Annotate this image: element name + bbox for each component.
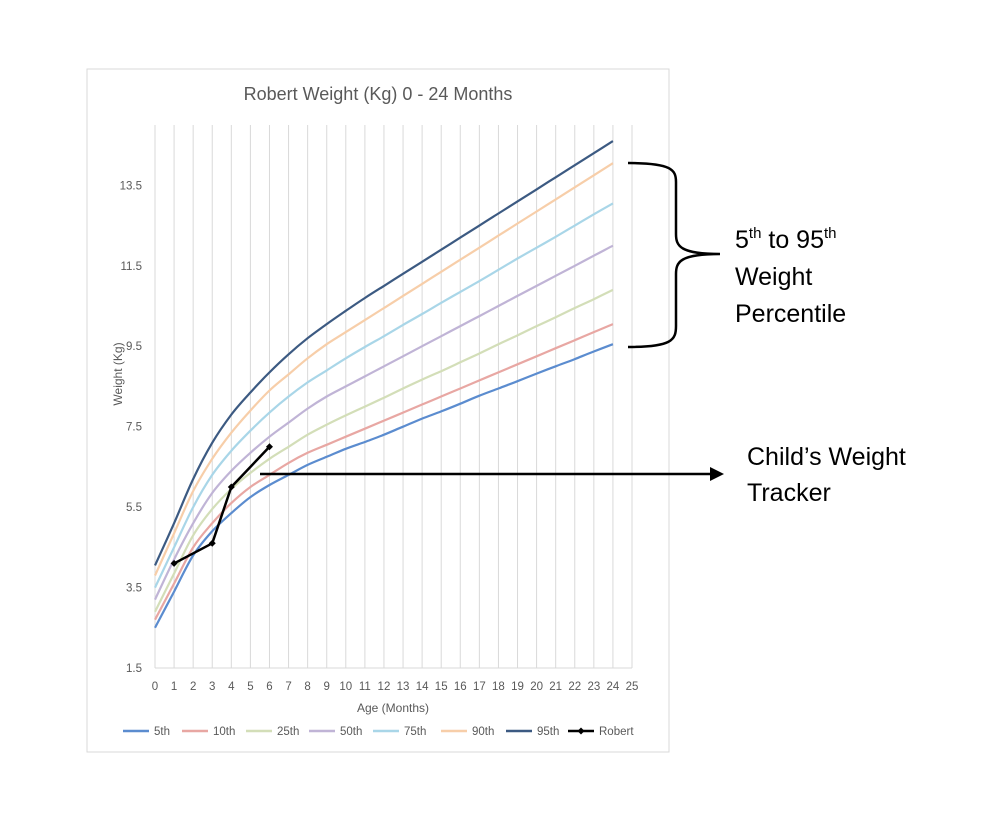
weight-tracker-line-2: Tracker	[747, 479, 831, 507]
weight-tracker-annotation: Child’s Weight Tracker	[747, 443, 906, 507]
x-tick-label-12: 12	[378, 681, 391, 693]
x-tick-label-14: 14	[416, 681, 429, 693]
y-tick-label-0: 1.5	[126, 663, 142, 675]
x-tick-label-19: 19	[511, 681, 524, 693]
x-tick-label-8: 8	[304, 681, 310, 693]
weight-tracker-line-1: Child’s Weight	[747, 443, 906, 471]
percentile-range-line-1: 5th to 95th	[735, 225, 837, 254]
legend-label-robert: Robert	[599, 726, 634, 738]
y-tick-label-5: 11.5	[120, 261, 142, 273]
x-tick-labels: 0 1 2 3 4 5 6 7 8 9 10 11 12 13 14 15 16 17 18 19 20 21 22 23 24…	[152, 681, 639, 693]
x-tick-label-9: 9	[324, 681, 330, 693]
legend-label-50th: 50th	[340, 726, 362, 738]
x-tick-label-6: 6	[266, 681, 272, 693]
series-lines	[153, 140, 614, 629]
x-tick-label-17: 17	[473, 681, 486, 693]
weight-tracker-text: Tracker	[747, 479, 831, 507]
x-tick-label-20: 20	[530, 681, 543, 693]
percentile-range-text: 5	[735, 226, 749, 254]
x-tick-label-5: 5	[247, 681, 253, 693]
series-line-5th-percentile	[154, 343, 614, 629]
y-tick-label-4: 9.5	[126, 341, 142, 353]
x-tick-label-21: 21	[549, 681, 562, 693]
chart-title: Robert Weight (Kg) 0 - 24 Months	[244, 84, 513, 104]
x-axis-title: Age (Months)	[357, 701, 429, 715]
y-tick-label-3: 7.5	[126, 422, 142, 434]
data-point-robert-2	[227, 483, 235, 491]
legend-label-90th: 90th	[472, 726, 494, 738]
x-tick-label-1: 1	[171, 681, 177, 693]
x-tick-label-10: 10	[339, 681, 352, 693]
x-tick-label-18: 18	[492, 681, 505, 693]
y-tick-label-6: 13.5	[120, 180, 142, 192]
legend-label-95th: 95th	[537, 726, 559, 738]
x-tick-label-16: 16	[454, 681, 467, 693]
y-tick-label-2: 5.5	[126, 502, 142, 514]
legend-label-25th: 25th	[277, 726, 299, 738]
series-line-95th-percentile	[153, 140, 614, 566]
x-tick-label-15: 15	[435, 681, 448, 693]
x-tick-label-22: 22	[568, 681, 581, 693]
x-tick-label-3: 3	[209, 681, 215, 693]
y-axis-title: Weight (Kg)	[111, 342, 125, 405]
series-line-10th-percentile	[154, 323, 614, 621]
series-line-50th-percentile	[154, 244, 614, 601]
legend-label-75th: 75th	[404, 726, 426, 738]
x-tick-label-7: 7	[285, 681, 291, 693]
tracker-arrowhead	[710, 467, 724, 481]
series-line-75th-percentile	[154, 202, 614, 589]
data-point-robert-3	[265, 443, 273, 451]
legend-marker-robert	[577, 727, 585, 735]
legend-label-5th: 5th	[154, 726, 170, 738]
weight-tracker-text: Child’s Weight	[747, 443, 906, 471]
percentile-range-text: th	[824, 225, 837, 242]
percentile-range-text: Percentile	[735, 300, 846, 328]
x-tick-label-13: 13	[397, 681, 410, 693]
percentile-range-line-2: Weight	[735, 263, 812, 291]
percentile-range-text: th	[749, 225, 762, 242]
percentile-range-text: Weight	[735, 263, 812, 291]
x-tick-label-24: 24	[607, 681, 620, 693]
x-tick-label-23: 23	[587, 681, 600, 693]
percentile-range-line-3: Percentile	[735, 300, 846, 328]
percentile-brace	[627, 161, 721, 349]
legend: 5th 10th 25th 50th 75th 90th 95th Robert	[123, 726, 634, 738]
x-tick-label-2: 2	[190, 681, 196, 693]
x-tick-label-0: 0	[152, 681, 158, 693]
x-tick-label-11: 11	[359, 681, 371, 693]
y-tick-labels: 1.5 3.5 5.5 7.5 9.5 11.5 13.5	[120, 180, 142, 675]
x-tick-label-4: 4	[228, 681, 235, 693]
y-tick-label-1: 3.5	[126, 583, 142, 595]
x-tick-label-25: 25	[626, 681, 639, 693]
series-line-90th-percentile	[153, 162, 614, 576]
data-point-robert-1	[208, 539, 216, 547]
percentile-range-text: to 95	[761, 226, 824, 254]
chart-frame	[86, 68, 670, 753]
series-line-robert	[173, 445, 271, 565]
legend-label-10th: 10th	[213, 726, 235, 738]
data-point-robert-0	[170, 559, 178, 567]
